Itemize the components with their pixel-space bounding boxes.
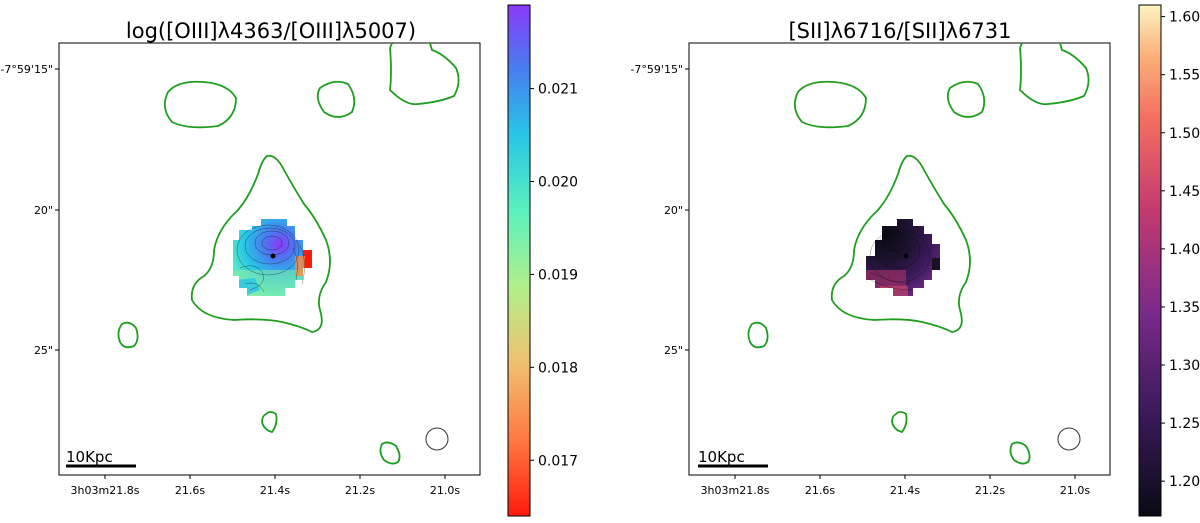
- panel-oiii: log([OIII]λ4363/[OIII]λ5007): [0, 4, 578, 517]
- scale-bar-label: 10Kpc: [66, 448, 113, 466]
- colorbar-oiii: 0.017 0.018 0.019 0.020 0.021: [507, 4, 578, 517]
- colorbar-tick-label: 0.018: [538, 360, 578, 376]
- y-tick-label: 25": [664, 344, 683, 357]
- y-tick-label: -7°59'15": [630, 63, 683, 76]
- x-tick-label: 21.4s: [890, 484, 920, 497]
- colorbar-tick-label: 0.021: [538, 82, 578, 98]
- chart-title: [SII]λ6716/[SII]λ6731: [788, 19, 1011, 43]
- x-tick-label: 21.0s: [430, 484, 460, 497]
- y-tick-label: -7°59'15": [0, 63, 53, 76]
- colorbar-tick-label: 1.55: [1169, 68, 1200, 84]
- y-tick-label: 20": [34, 204, 53, 217]
- colorbar-tick-label: 1.40: [1169, 242, 1200, 258]
- colorbar-tick-label: 1.20: [1169, 474, 1200, 490]
- x-axis: 3h03m21.8s 21.6s 21.4s 21.2s 21.0s: [701, 475, 1090, 497]
- colorbar-tick-label: 0.019: [538, 267, 578, 283]
- y-axis: -7°59'15" 20" 25": [630, 63, 689, 357]
- y-tick-label: 25": [34, 344, 53, 357]
- beam-circle: [425, 427, 449, 451]
- y-tick-label: 20": [664, 204, 683, 217]
- x-tick-label: 21.6s: [805, 484, 835, 497]
- green-contours: [117, 42, 460, 465]
- colorbar-tick-label: 1.50: [1169, 126, 1200, 142]
- colorbar-tick-label: 0.020: [538, 175, 578, 191]
- center-marker: [903, 253, 909, 259]
- colorbar-tick-label: 1.35: [1169, 300, 1200, 316]
- x-tick-label: 21.2s: [345, 484, 375, 497]
- x-tick-label: 21.0s: [1060, 484, 1090, 497]
- x-tick-label: 21.2s: [975, 484, 1005, 497]
- scale-bar-label: 10Kpc: [698, 448, 745, 466]
- colorbar-gradient: [1138, 4, 1162, 517]
- colorbar-tick-label: 1.45: [1169, 184, 1200, 200]
- beam-circle: [1057, 427, 1081, 451]
- chart-title: log([OIII]λ4363/[OIII]λ5007): [126, 19, 416, 43]
- green-contours: [747, 42, 1090, 465]
- colorbar-tick-label: 1.30: [1169, 358, 1200, 374]
- colorbar-tick-label: 0.017: [538, 453, 578, 469]
- panel-sii: [SII]λ6716/[SII]λ6731: [630, 4, 1200, 517]
- center-marker: [270, 253, 276, 259]
- x-tick-label: 3h03m21.8s: [701, 484, 770, 497]
- colorbar-gradient: [507, 4, 531, 517]
- colorbar-sii: 1.20 1.25 1.30 1.35 1.40 1.45 1.50 1.55 1.60: [1138, 4, 1200, 517]
- map-patch: [932, 258, 940, 270]
- x-tick-label: 21.6s: [175, 484, 205, 497]
- x-axis: 3h03m21.8s 21.6s 21.4s 21.2s 21.0s: [71, 475, 460, 497]
- colorbar-tick-label: 1.60: [1169, 10, 1200, 26]
- y-axis: -7°59'15" 20" 25": [0, 63, 59, 357]
- colorbar-tick-label: 1.25: [1169, 416, 1200, 432]
- x-tick-label: 3h03m21.8s: [71, 484, 140, 497]
- x-tick-label: 21.4s: [260, 484, 290, 497]
- map-contours: [236, 224, 305, 293]
